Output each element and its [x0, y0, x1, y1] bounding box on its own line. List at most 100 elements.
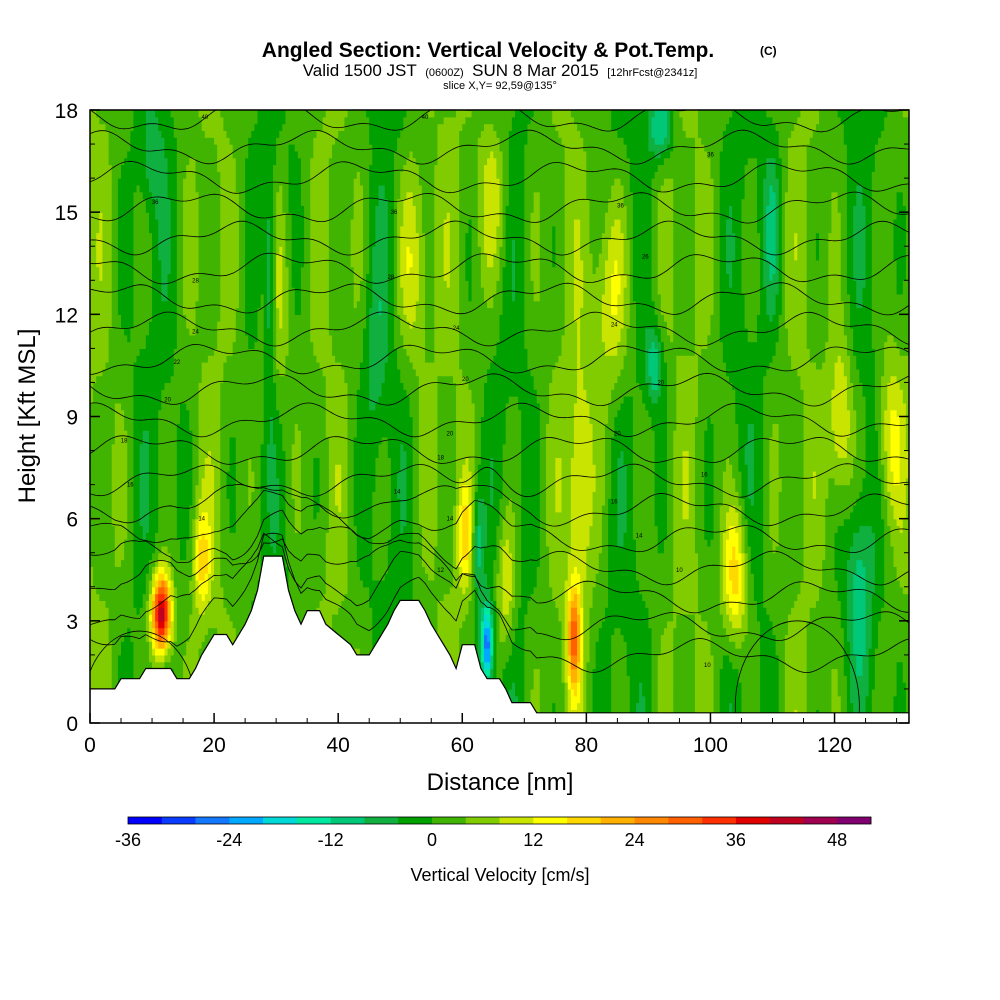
velocity-cell	[238, 110, 243, 118]
velocity-cell	[136, 423, 141, 431]
velocity-cell	[127, 464, 131, 472]
velocity-cell	[170, 334, 175, 343]
velocity-cell	[133, 505, 138, 513]
velocity-cell	[155, 157, 159, 166]
velocity-cell	[90, 191, 94, 200]
velocity-cell	[210, 457, 215, 465]
velocity-cell	[229, 402, 234, 411]
velocity-cell	[186, 593, 190, 601]
velocity-cell	[142, 198, 147, 206]
velocity-cell	[242, 362, 246, 370]
velocity-cell	[158, 171, 162, 179]
velocity-cell	[127, 334, 131, 343]
velocity-cell	[201, 239, 206, 247]
velocity-cell	[235, 218, 240, 227]
velocity-cell	[158, 253, 162, 261]
velocity-cell	[167, 566, 172, 574]
velocity-cell	[223, 184, 228, 193]
velocity-cell	[210, 341, 215, 349]
velocity-cell	[238, 532, 243, 540]
velocity-cell	[183, 436, 187, 445]
velocity-cell	[142, 518, 147, 527]
velocity-cell	[148, 579, 153, 588]
velocity-cell	[176, 470, 181, 479]
velocity-cell	[207, 157, 212, 166]
velocity-cell	[189, 348, 193, 356]
velocity-cell	[164, 423, 169, 431]
velocity-cell	[167, 559, 172, 567]
velocity-cell	[201, 566, 206, 574]
velocity-cell	[111, 545, 116, 554]
velocity-cell	[198, 430, 203, 438]
velocity-cell	[170, 314, 175, 322]
velocity-cell	[139, 654, 144, 663]
velocity-cell	[186, 266, 190, 275]
velocity-cell	[130, 280, 135, 288]
velocity-cell	[238, 246, 243, 254]
velocity-cell	[145, 525, 150, 533]
velocity-cell	[170, 355, 175, 363]
velocity-cell	[235, 293, 240, 302]
velocity-cell	[192, 661, 197, 670]
velocity-cell	[117, 600, 122, 608]
velocity-cell	[161, 416, 166, 424]
velocity-cell	[121, 259, 125, 268]
velocity-cell	[133, 607, 138, 615]
velocity-cell	[105, 382, 110, 390]
velocity-cell	[214, 505, 218, 513]
velocity-cell	[111, 218, 116, 227]
velocity-cell	[192, 246, 197, 254]
velocity-cell	[192, 402, 197, 411]
velocity-cell	[105, 443, 110, 452]
velocity-cell	[201, 634, 206, 642]
velocity-cell	[170, 266, 175, 275]
velocity-cell	[105, 259, 110, 268]
velocity-cell	[105, 409, 110, 418]
velocity-cell	[195, 525, 200, 533]
velocity-cell	[207, 614, 212, 622]
velocity-cell	[186, 150, 190, 159]
velocity-cell	[124, 573, 128, 581]
velocity-cell	[136, 491, 141, 499]
velocity-cell	[183, 259, 187, 268]
velocity-cell	[204, 144, 209, 152]
velocity-cell	[217, 110, 221, 118]
velocity-cell	[226, 253, 231, 261]
velocity-cell	[90, 573, 94, 581]
velocity-cell	[192, 545, 197, 554]
velocity-cell	[164, 375, 169, 384]
velocity-cell	[114, 586, 119, 595]
velocity-cell	[164, 600, 169, 608]
velocity-cell	[96, 253, 100, 261]
velocity-cell	[201, 477, 206, 486]
velocity-cell	[99, 368, 104, 377]
velocity-cell	[242, 239, 246, 247]
velocity-cell	[226, 110, 231, 118]
velocity-cell	[229, 355, 234, 363]
velocity-cell	[136, 573, 141, 581]
velocity-cell	[220, 436, 224, 445]
velocity-cell	[152, 300, 156, 309]
velocity-cell	[136, 355, 141, 363]
velocity-cell	[148, 382, 153, 390]
velocity-cell	[186, 327, 190, 336]
velocity-cell	[145, 620, 150, 629]
velocity-cell	[164, 661, 169, 670]
velocity-cell	[204, 362, 209, 370]
velocity-cell	[145, 110, 150, 118]
velocity-cell	[142, 341, 147, 349]
velocity-cell	[139, 470, 144, 479]
velocity-cell	[207, 218, 212, 227]
velocity-cell	[124, 341, 128, 349]
velocity-cell	[235, 273, 240, 281]
velocity-cell	[102, 409, 107, 418]
velocity-cell	[108, 287, 113, 295]
velocity-cell	[245, 293, 249, 302]
velocity-cell	[238, 205, 243, 213]
velocity-cell	[158, 157, 162, 166]
velocity-cell	[238, 505, 243, 513]
velocity-cell	[173, 627, 178, 636]
velocity-cell	[90, 675, 94, 683]
velocity-cell	[189, 382, 193, 390]
velocity-cell	[207, 627, 212, 636]
